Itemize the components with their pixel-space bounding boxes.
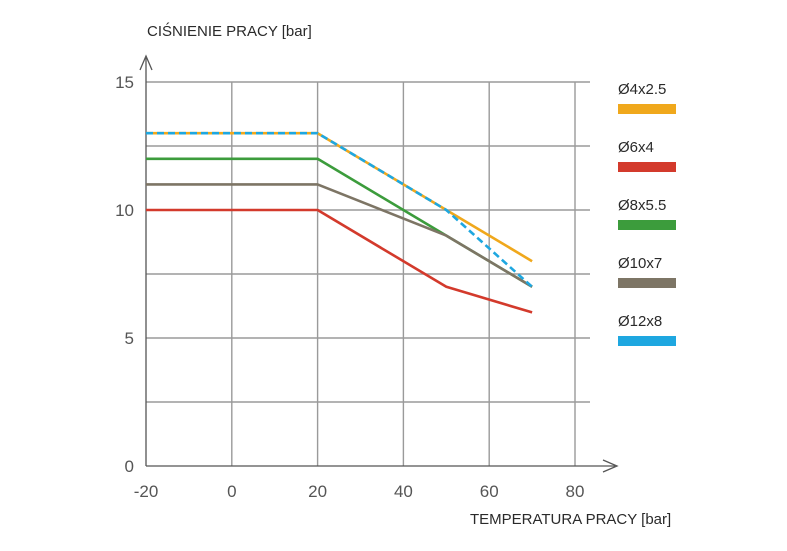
x-axis-arrow [602,459,619,473]
series-lines [146,131,533,314]
series-line-1 [146,131,533,263]
x-tick-label: 20 [308,482,327,501]
legend-label: Ø6x4 [618,139,654,156]
y-axis-title: CIŚNIENIE PRACY [bar] [147,22,312,40]
y-tick-label: 10 [115,201,134,220]
legend-swatch [618,104,676,114]
x-tick-label: 80 [566,482,585,501]
series-line-5 [146,131,533,288]
axes [139,54,619,473]
legend-swatch [618,162,676,172]
series-line-2 [146,208,533,314]
grid [146,81,590,466]
x-tick-label: 60 [480,482,499,501]
series-line-4 [146,183,533,288]
x-axis-title: TEMPERATURA PRACY [bar] [470,511,671,528]
legend-swatch [618,220,676,230]
y-axis-arrow [139,54,153,71]
x-tick-label: -20 [134,482,159,501]
legend-label: Ø8x5.5 [618,197,666,214]
x-tick-label: 40 [394,482,413,501]
legend-label: Ø10x7 [618,255,662,272]
y-tick-label: 15 [115,73,134,92]
y-tick-label: 5 [125,329,134,348]
legend-swatch [618,278,676,288]
legend-label: Ø12x8 [618,313,662,330]
legend: Ø4x2.5 Ø6x4 Ø8x5.5 Ø10x7 Ø12x8 [618,81,676,346]
legend-swatch [618,336,676,346]
x-tick-label: 0 [227,482,236,501]
y-tick-label: 0 [125,457,134,476]
legend-label: Ø4x2.5 [618,81,666,98]
